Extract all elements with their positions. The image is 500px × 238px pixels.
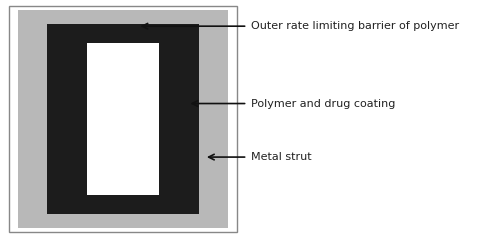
Bar xyxy=(9,6,236,232)
Bar xyxy=(86,43,159,195)
Bar xyxy=(46,24,199,214)
Text: Outer rate limiting barrier of polymer: Outer rate limiting barrier of polymer xyxy=(251,21,459,31)
Text: Polymer and drug coating: Polymer and drug coating xyxy=(251,99,396,109)
Bar xyxy=(18,10,228,228)
Text: Metal strut: Metal strut xyxy=(251,152,312,162)
